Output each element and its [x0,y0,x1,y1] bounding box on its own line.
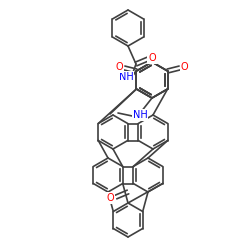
Text: O: O [116,62,123,72]
Text: NH: NH [119,72,134,82]
Text: O: O [148,53,156,63]
Text: O: O [106,193,114,203]
Text: NH: NH [132,110,148,120]
Text: O: O [181,62,188,72]
